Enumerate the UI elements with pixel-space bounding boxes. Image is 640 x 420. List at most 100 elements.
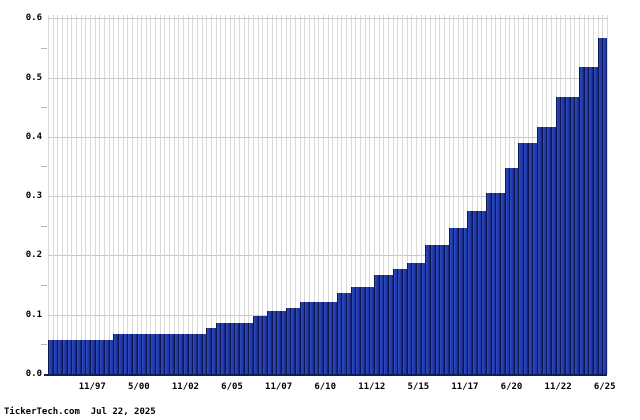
vertical-gridline	[607, 15, 608, 374]
vertical-gridline	[66, 15, 68, 374]
y-axis-minor-tick	[41, 107, 47, 109]
x-axis-tick-label: 6/05	[221, 382, 243, 392]
dividend-bar	[122, 333, 128, 374]
vertical-gridline	[332, 15, 334, 374]
dividend-bar	[211, 328, 217, 374]
dividend-bar	[187, 333, 193, 374]
dividend-bar	[355, 286, 361, 374]
vertical-gridline	[238, 15, 240, 374]
vertical-gridline	[48, 15, 49, 374]
vertical-gridline	[262, 15, 264, 374]
y-axis-minor-tick	[41, 166, 47, 168]
dividend-bar	[378, 274, 384, 374]
y-axis-minor-tick	[41, 47, 47, 49]
vertical-gridline	[476, 15, 478, 374]
dividend-bar	[290, 308, 296, 374]
dividend-bar	[518, 143, 524, 374]
vertical-gridline	[271, 15, 273, 374]
vertical-gridline	[169, 15, 171, 374]
dividend-bar	[262, 316, 268, 374]
dividend-bar	[192, 333, 198, 374]
dividend-bar	[266, 310, 272, 374]
vertical-gridline	[322, 15, 324, 374]
vertical-gridline	[355, 15, 357, 374]
dividend-bar	[248, 323, 254, 374]
y-axis-minor-tick	[41, 285, 47, 287]
dividend-bar	[434, 245, 440, 374]
dividend-bar	[206, 328, 212, 374]
vertical-gridline	[457, 15, 459, 374]
dividend-bar	[280, 310, 286, 374]
vertical-gridline	[173, 15, 175, 374]
dividend-bar	[602, 37, 608, 374]
vertical-gridline	[85, 15, 87, 374]
dividend-bar	[551, 126, 557, 374]
vertical-gridline	[434, 15, 436, 374]
dividend-bar	[197, 333, 203, 374]
dividend-bar	[103, 340, 109, 374]
vertical-gridline	[122, 15, 124, 374]
vertical-gridline	[145, 15, 147, 374]
dividend-bar	[308, 302, 314, 374]
y-axis-tick-label: 0.5	[25, 72, 42, 83]
vertical-gridline	[61, 15, 63, 374]
vertical-gridline	[197, 15, 199, 374]
dividend-bar	[467, 210, 473, 374]
vertical-gridline	[94, 15, 96, 374]
dividend-bar	[61, 340, 68, 374]
y-axis-tick-label: 0.2	[25, 250, 42, 261]
horizontal-gridline	[48, 136, 607, 138]
vertical-gridline	[416, 15, 417, 374]
dividend-bar	[243, 323, 249, 374]
x-axis-tick-label: 6/25	[593, 382, 616, 392]
dividend-bar	[485, 192, 491, 374]
y-axis-minor-tick	[41, 344, 47, 346]
dividend-bar	[429, 245, 436, 374]
dividend-bar	[406, 262, 412, 374]
vertical-gridline	[397, 15, 399, 374]
dividend-bar	[66, 340, 72, 374]
dividend-bar	[495, 192, 501, 374]
vertical-gridline	[285, 15, 287, 374]
y-axis-minor-tick	[41, 225, 47, 227]
vertical-gridline	[467, 15, 469, 374]
dividend-bar	[164, 333, 170, 374]
vertical-gridline	[378, 15, 380, 374]
dividend-bar	[99, 340, 105, 374]
vertical-gridline	[425, 15, 427, 374]
vertical-gridline	[402, 15, 404, 374]
dividend-bar	[136, 333, 142, 374]
horizontal-gridline	[48, 255, 607, 257]
vertical-gridline	[75, 15, 77, 374]
x-axis-tick-label: 11/12	[358, 382, 386, 392]
vertical-gridline	[201, 15, 203, 374]
x-axis-tick-label: 11/07	[265, 382, 293, 392]
vertical-gridline	[159, 15, 161, 374]
dividend-bar	[257, 316, 263, 374]
source-credit: TickerTech.com	[4, 407, 80, 417]
vertical-gridline	[155, 15, 157, 374]
vertical-gridline	[183, 15, 185, 374]
dividend-bar	[457, 228, 463, 374]
vertical-gridline	[127, 15, 129, 374]
vertical-gridline	[420, 15, 422, 374]
dividend-bar	[327, 302, 333, 374]
dividend-bar	[75, 340, 81, 374]
dividend-bar	[374, 274, 380, 374]
horizontal-gridline	[48, 18, 607, 20]
dividend-bar	[336, 292, 342, 374]
plot-area	[48, 15, 608, 374]
vertical-gridline	[429, 15, 431, 374]
vertical-gridline	[225, 15, 227, 374]
dividend-bar	[80, 340, 86, 374]
vertical-gridline	[113, 15, 115, 374]
vertical-gridline	[481, 15, 483, 374]
dividend-bar	[448, 228, 454, 374]
dividend-bar	[94, 340, 100, 374]
dividend-bar	[238, 323, 245, 374]
vertical-gridline	[108, 15, 110, 374]
y-axis-tick-label: 0.0	[25, 369, 42, 379]
dividend-bar	[48, 340, 54, 374]
dividend-bar	[369, 286, 375, 374]
